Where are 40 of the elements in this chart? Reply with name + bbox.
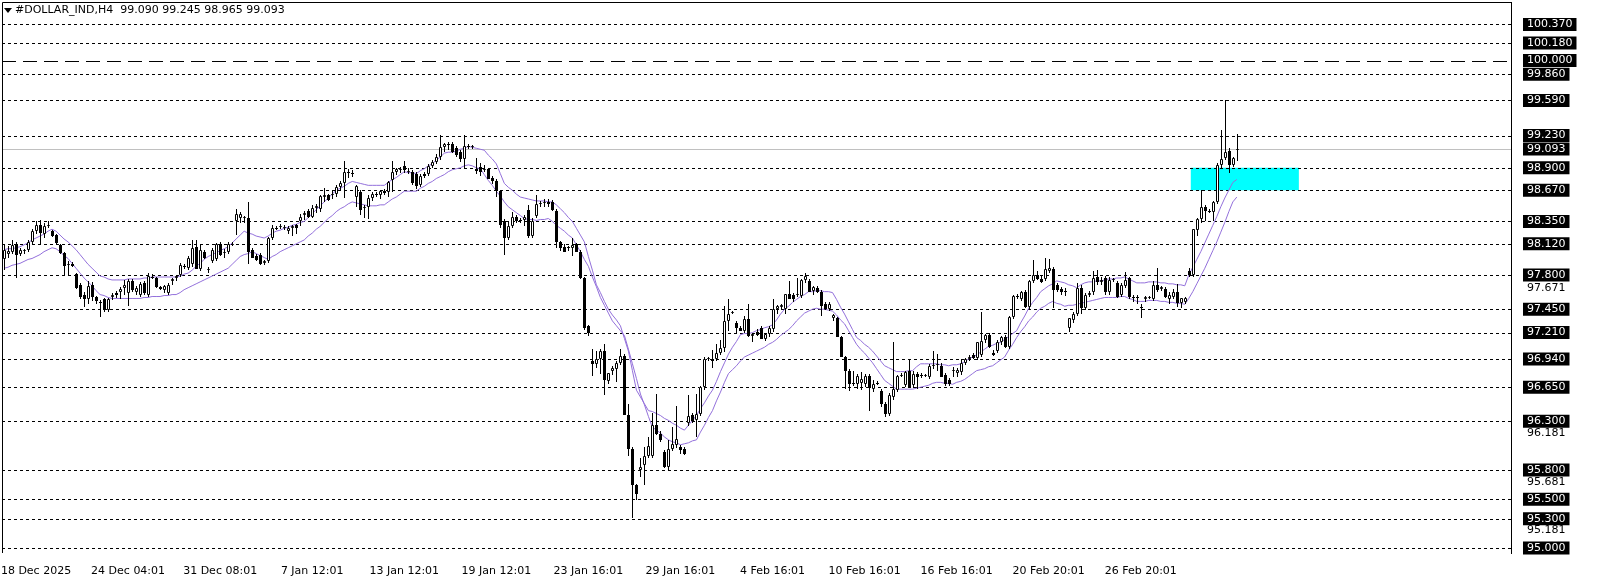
y-tick-label: 95.500 bbox=[1527, 492, 1566, 506]
y-tick-label: 99.590 bbox=[1527, 93, 1566, 107]
y-tick-label: 95.181 bbox=[1527, 523, 1566, 537]
x-tick-label: 16 Feb 16:01 bbox=[920, 564, 993, 577]
y-tick-label: 95.300 bbox=[1527, 511, 1566, 525]
x-tick-label: 18 Dec 2025 bbox=[0, 564, 72, 577]
x-tick-label: 7 Jan 12:01 bbox=[280, 564, 344, 577]
y-tick-label: 99.230 bbox=[1527, 128, 1566, 142]
x-tick-label: 20 Feb 20:01 bbox=[1012, 564, 1085, 577]
x-tick-label: 10 Feb 16:01 bbox=[828, 564, 901, 577]
y-tick-label: 96.300 bbox=[1527, 414, 1566, 428]
y-tick-label: 95.681 bbox=[1527, 474, 1566, 488]
chart-title: #DOLLAR_IND,H4 99.090 99.245 98.965 99.093 bbox=[15, 3, 285, 16]
x-tick-label: 19 Jan 12:01 bbox=[461, 564, 532, 577]
y-tick-label: 99.860 bbox=[1527, 67, 1566, 81]
x-tick-label: 4 Feb 16:01 bbox=[739, 564, 806, 577]
y-tick-label: 95.000 bbox=[1527, 540, 1566, 554]
candlestick bbox=[852, 371, 855, 386]
x-tick-label: 29 Jan 16:01 bbox=[645, 564, 716, 577]
y-tick-label: 97.210 bbox=[1527, 325, 1566, 339]
x-tick-label: 13 Jan 12:01 bbox=[369, 564, 440, 577]
x-tick-label: 31 Dec 08:01 bbox=[183, 564, 258, 577]
y-tick-label: 96.181 bbox=[1527, 425, 1566, 439]
x-tick-label: 24 Dec 04:01 bbox=[91, 564, 166, 577]
y-tick-label: 97.671 bbox=[1527, 280, 1566, 294]
x-tick-label: 23 Jan 16:01 bbox=[553, 564, 624, 577]
y-tick-label: 98.900 bbox=[1527, 160, 1566, 174]
y-tick-label: 96.940 bbox=[1527, 351, 1566, 365]
x-tick-label: 26 Feb 20:01 bbox=[1104, 564, 1177, 577]
y-tick-label: 96.650 bbox=[1527, 380, 1566, 394]
y-tick-label: 97.800 bbox=[1527, 267, 1566, 281]
y-tick-label: 98.670 bbox=[1527, 183, 1566, 197]
y-tick-label: 99.093 bbox=[1527, 141, 1566, 155]
y-tick-label: 100.370 bbox=[1527, 17, 1573, 31]
y-tick-label: 97.450 bbox=[1527, 302, 1566, 316]
y-tick-label: 95.800 bbox=[1527, 462, 1566, 476]
y-tick-label: 100.000 bbox=[1527, 53, 1573, 67]
y-tick-label: 100.180 bbox=[1527, 35, 1573, 49]
y-tick-label: 98.350 bbox=[1527, 214, 1566, 228]
y-tick-label: 98.120 bbox=[1527, 236, 1566, 250]
